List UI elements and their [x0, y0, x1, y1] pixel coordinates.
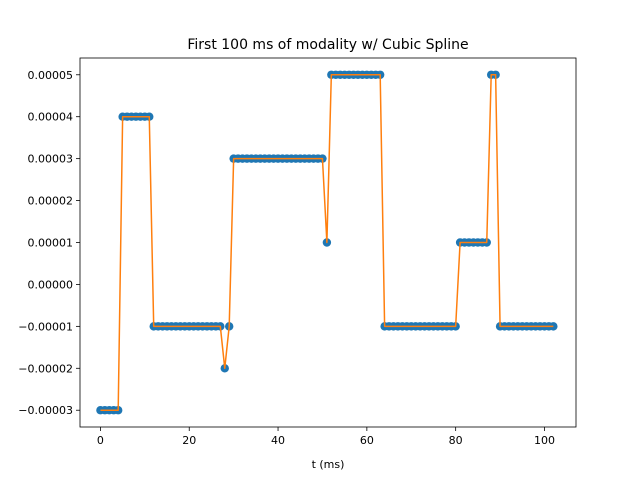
x-tick-label: 0: [97, 434, 104, 447]
y-tick-label: 0.00005: [28, 69, 74, 82]
spline-line-1: [100, 74, 554, 411]
chart-title: First 100 ms of modality w/ Cubic Spline: [187, 37, 468, 53]
x-tick-label: 80: [449, 434, 463, 447]
x-tick-label: 40: [271, 434, 285, 447]
y-tick-label: 0.00004: [28, 111, 74, 124]
x-tick-label: 60: [360, 434, 374, 447]
x-axis: 0 20 40 60 80 100: [97, 427, 555, 447]
x-tick-label: 20: [182, 434, 196, 447]
y-tick-label: 0.00003: [28, 153, 74, 166]
y-tick-label: 0.00000: [28, 278, 74, 291]
y-tick-label: −0.00002: [18, 362, 73, 375]
x-axis-label: t (ms): [312, 458, 345, 471]
y-tick-label: −0.00001: [18, 320, 73, 333]
data-point: [549, 322, 558, 331]
series-layer: [96, 70, 558, 415]
y-tick-label: −0.00003: [18, 404, 73, 417]
y-axis: −0.00003 −0.00002 −0.00001 0.00000 0.00001 0.…: [18, 69, 80, 417]
y-tick-label: 0.00002: [28, 195, 74, 208]
y-tick-label: 0.00001: [28, 237, 74, 250]
x-tick-label: 100: [534, 434, 555, 447]
